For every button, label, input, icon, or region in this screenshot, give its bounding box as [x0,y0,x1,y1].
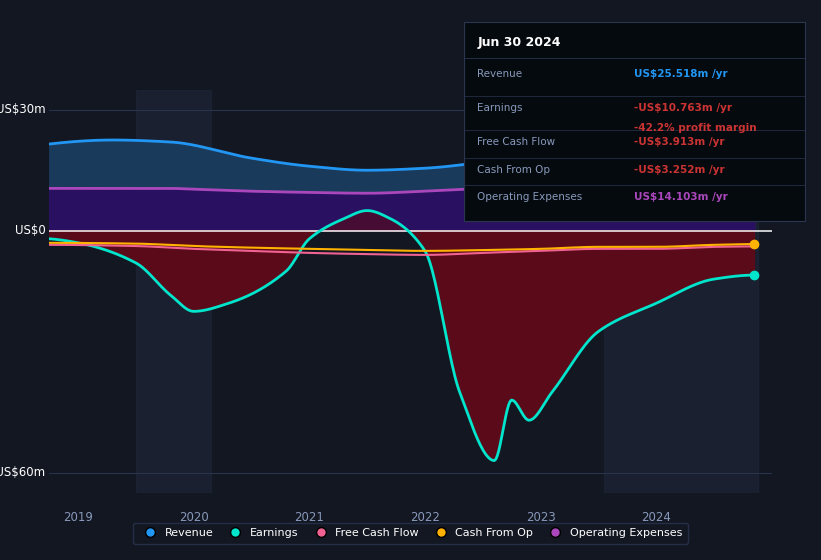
Text: US$14.103m /yr: US$14.103m /yr [635,192,728,202]
Text: Revenue: Revenue [478,69,523,79]
Text: 2023: 2023 [525,511,556,524]
Text: Jun 30 2024: Jun 30 2024 [478,36,561,49]
Text: -US$60m: -US$60m [0,466,46,479]
Text: Operating Expenses: Operating Expenses [478,192,583,202]
Bar [604,90,758,493]
Legend: Revenue, Earnings, Free Cash Flow, Cash From Op, Operating Expenses: Revenue, Earnings, Free Cash Flow, Cash … [133,522,688,544]
Text: US$30m: US$30m [0,103,46,116]
Text: 2022: 2022 [410,511,440,524]
Bar [136,90,211,493]
Text: US$25.518m /yr: US$25.518m /yr [635,69,728,79]
Text: Cash From Op: Cash From Op [478,165,551,175]
Text: US$0: US$0 [15,224,46,237]
Text: Earnings: Earnings [478,103,523,113]
Text: Free Cash Flow: Free Cash Flow [478,137,556,147]
Text: -42.2% profit margin: -42.2% profit margin [635,123,757,133]
Text: 2020: 2020 [179,511,209,524]
Text: 2024: 2024 [641,511,671,524]
Text: -US$10.763m /yr: -US$10.763m /yr [635,103,732,113]
Text: -US$3.252m /yr: -US$3.252m /yr [635,165,725,175]
Text: 2021: 2021 [295,511,324,524]
Text: 2019: 2019 [63,511,93,524]
Text: -US$3.913m /yr: -US$3.913m /yr [635,137,725,147]
